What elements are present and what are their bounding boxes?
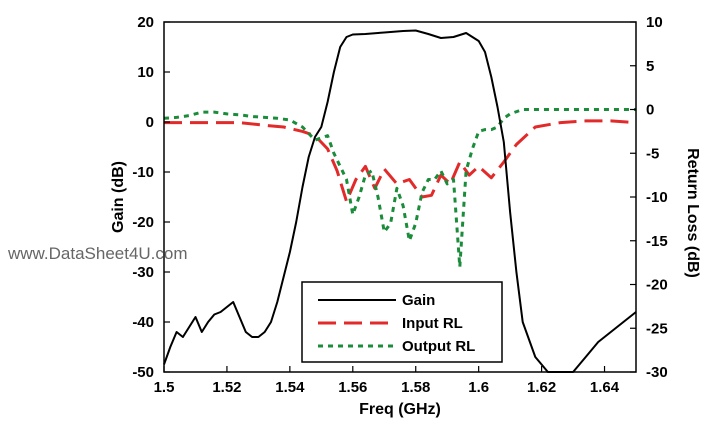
series-line-output-rl [163, 108, 636, 269]
series-layer [163, 29, 637, 373]
y-tick-label: -20 [132, 214, 154, 231]
y2-tick-label: -5 [646, 145, 659, 162]
y2-tick-label: 5 [646, 58, 654, 75]
y2-tick-label: -30 [646, 364, 668, 381]
y2-tick-label: 10 [646, 14, 663, 31]
y2-tick-label: -10 [646, 189, 668, 206]
y-axis-title: Gain (dB) [110, 161, 127, 233]
y2-axis-title: Return Loss (dB) [684, 148, 701, 278]
y2-tick-label: 0 [646, 102, 654, 119]
x-tick-label: 1.62 [527, 379, 556, 396]
y-tick-label: -30 [132, 264, 154, 281]
x-tick-label: 1.5 [154, 379, 175, 396]
x-tick-label: 1.58 [401, 379, 430, 396]
y-axis-right: -30 -25 -20 -15 -10 -5 0 5 10 [630, 14, 668, 381]
y-tick-label: -50 [132, 364, 154, 381]
x-axis-title: Freq (GHz) [359, 401, 441, 418]
y-axis-left: -50 -40 -30 -20 -10 0 10 20 [132, 14, 170, 381]
x-tick-label: 1.6 [468, 379, 489, 396]
legend-label: Gain [402, 292, 435, 309]
legend-label: Output RL [402, 338, 475, 355]
y-tick-label: 0 [146, 114, 154, 131]
y2-tick-label: -20 [646, 277, 668, 294]
y-tick-label: 20 [137, 14, 154, 31]
y-tick-label: -40 [132, 314, 154, 331]
y-tick-label: -10 [132, 164, 154, 181]
x-axis: 1.5 1.52 1.54 1.56 1.58 1.6 1.62 1.64 [154, 366, 620, 396]
x-tick-label: 1.64 [590, 379, 620, 396]
legend-label: Input RL [402, 315, 463, 332]
y-tick-label: 10 [137, 64, 154, 81]
x-tick-label: 1.56 [338, 379, 367, 396]
series-line-input-rl [164, 119, 637, 203]
legend: Gain Input RL Output RL [301, 281, 503, 363]
x-tick-label: 1.52 [212, 379, 241, 396]
watermark-text: www.DataSheet4U.com [8, 244, 188, 263]
y2-tick-label: -15 [646, 233, 668, 250]
series-line-gain [163, 29, 637, 373]
x-tick-label: 1.54 [275, 379, 305, 396]
y2-tick-label: -25 [646, 320, 668, 337]
